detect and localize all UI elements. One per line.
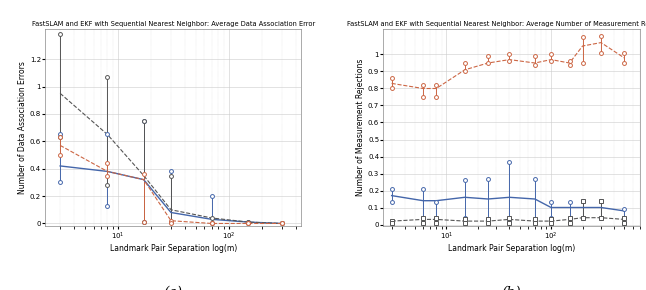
Title: FastSLAM and EKF with Sequential Nearest Neighbor: Average Number of Measurement: FastSLAM and EKF with Sequential Nearest… (347, 21, 646, 27)
Text: (a): (a) (164, 285, 183, 290)
Text: (b): (b) (502, 285, 521, 290)
Title: FastSLAM and EKF with Sequential Nearest Neighbor: Average Data Association Erro: FastSLAM and EKF with Sequential Nearest… (32, 21, 315, 27)
X-axis label: Landmark Pair Separation log(m): Landmark Pair Separation log(m) (448, 244, 575, 253)
Y-axis label: Number of Data Association Errors: Number of Data Association Errors (18, 61, 27, 194)
Y-axis label: Number of Measurement Rejections: Number of Measurement Rejections (356, 59, 365, 196)
X-axis label: Landmark Pair Separation log(m): Landmark Pair Separation log(m) (110, 244, 237, 253)
